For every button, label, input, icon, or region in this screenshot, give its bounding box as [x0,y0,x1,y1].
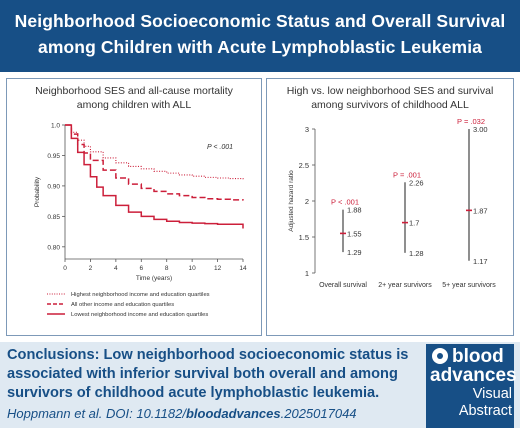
citation-suffix: .2025017044 [280,406,357,421]
survival-curve-panel: Neighborhood SES and all-cause mortality… [6,78,262,336]
km-series-line-1 [65,124,244,180]
logo-word-abstract: Abstract [458,403,512,419]
survival-panel-title-line-1: Neighborhood SES and all-cause mortality [35,85,233,97]
km-y-tick-label: 0.80 [47,244,60,251]
km-legend-label-3: Lowest neighborhood income and education… [71,312,208,318]
km-y-tick-label: 1.0 [51,123,60,130]
km-y-axis-label: Probability [34,176,41,207]
hr-estimate-label-3: 1.87 [473,206,488,215]
hr-estimate-label-1: 1.55 [347,229,362,238]
conclusions-label: Conclusions: [7,347,100,363]
blood-advances-logo: blood advances Visual Abstract [426,344,517,428]
km-x-tick-label: 6 [139,265,143,272]
hr-y-tick-label: 1.5 [299,233,309,242]
hr-estimate-label-2: 1.7 [409,219,419,228]
km-x-tick-label: 2 [89,265,93,272]
hr-upper-label-2: 2.26 [409,178,424,187]
hr-y-tick-label: 2.5 [299,161,309,170]
km-y-tick-label: 0.85 [47,214,60,221]
conclusions-body: Low neighborhood socioeconomic status is… [7,347,409,401]
hazard-panel-title-line-1: High vs. low neighborhood SES and surviv… [286,85,494,97]
km-p-value: P < .001 [207,144,233,151]
citation-journal: bloodadvances [185,406,281,421]
main-title-line-2: among Children with Acute Lymphoblastic … [38,37,482,57]
logo-word-blood: blood [452,346,504,367]
hr-p-value-1: P < .001 [331,198,359,207]
hazard-ratio-chart: 1 1.5 2 2.5 3 Adjusted hazard ratio 1.88 1.55 1.… [288,117,496,289]
logo-word-visual: Visual [472,386,512,402]
hr-lower-label-2: 1.28 [409,249,424,258]
hr-upper-label-3: 3.00 [473,125,488,134]
hr-category-label-3: 5+ year survivors [442,282,496,289]
hr-lower-label-1: 1.29 [347,248,362,257]
hr-category-label-2: 2+ year survivors [378,282,432,289]
survival-chart: 0.80 0.85 0.90 0.95 1.0 0 2 4 6 8 10 12 14 Time (year… [34,123,247,319]
citation-doi: Hoppmann et al. DOI: 10.1182/bloodadvanc… [7,406,357,421]
km-legend-label-1: Highest neighborhood income and educatio… [71,292,210,298]
hr-y-tick-label: 1 [305,269,309,278]
km-x-tick-label: 10 [189,265,197,272]
hazard-panel-title-line-2: among survivors of childhood ALL [311,99,469,111]
km-y-tick-label: 0.95 [47,153,60,160]
km-x-tick-label: 12 [214,265,222,272]
main-title-line-1: Neighborhood Socioeconomic Status and Ov… [14,11,506,31]
citation-prefix: Hoppmann et al. DOI: 10.1182/ [7,406,186,421]
title-banner: Neighborhood Socioeconomic Status and Ov… [0,0,520,72]
hr-y-axis-label: Adjusted hazard ratio [288,170,295,232]
survival-panel-title-line-2: among children with ALL [76,99,192,111]
km-x-tick-label: 0 [63,265,67,272]
km-series-line-2 [65,124,244,201]
km-x-tick-label: 4 [114,265,118,272]
km-y-tick-label: 0.90 [47,183,60,190]
conclusions-text-block: Conclusions: Low neighborhood socioecono… [7,346,417,403]
km-legend-label-2: All other income and education quartiles [71,302,174,308]
logo-word-advances: advances [430,365,517,386]
hr-lower-label-3: 1.17 [473,257,488,266]
km-series-line-3 [65,124,244,229]
km-x-tick-label: 8 [165,265,169,272]
km-x-tick-label: 14 [239,265,247,272]
blood-drop-icon [432,348,448,364]
hr-y-tick-label: 3 [305,125,309,134]
hr-upper-label-1: 1.88 [347,206,362,215]
hr-p-value-3: P = .032 [457,117,485,126]
hr-y-tick-label: 2 [305,197,309,206]
hazard-ratio-panel: High vs. low neighborhood SES and surviv… [266,78,514,336]
km-x-axis-label: Time (years) [136,275,172,282]
hr-category-label-1: Overall survival [319,282,367,289]
hr-p-value-2: P = .001 [393,170,421,179]
conclusions-footer: Conclusions: Low neighborhood socioecono… [0,342,520,428]
